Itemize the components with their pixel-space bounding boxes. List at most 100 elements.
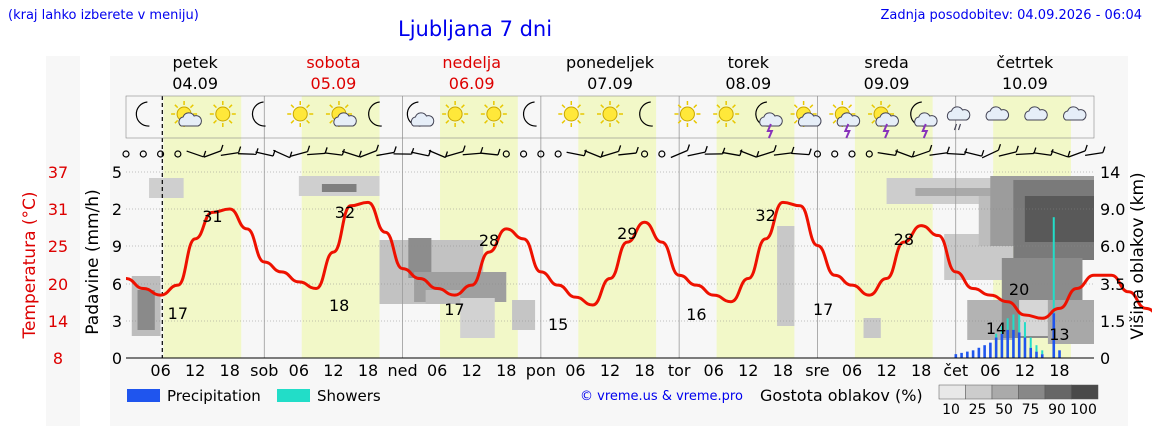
location-hint[interactable]: (kraj lahko izberete v meniju) [8, 8, 199, 23]
wind-calm [537, 150, 545, 158]
sun-ray [189, 104, 194, 109]
wind-barb-flag [894, 149, 899, 156]
moon-storm-icon [910, 101, 938, 139]
temperature-tick: 25 [48, 237, 68, 256]
temperature-label: 17 [813, 300, 833, 319]
precipitation-bar [983, 345, 986, 358]
cloud-shape [985, 106, 1010, 121]
day-date: 09.09 [864, 74, 910, 93]
precipitation-bar [966, 351, 969, 358]
sun-ray [484, 104, 489, 109]
sun-ray [460, 104, 465, 109]
wind-barb-flag [739, 149, 743, 156]
x-tick-label: 18 [496, 361, 516, 380]
wind-calm [519, 150, 528, 158]
wind-barb [601, 150, 619, 158]
sun-icon [674, 101, 701, 127]
sun-disc [602, 106, 618, 122]
wind-calm [848, 150, 856, 158]
sun-ray [600, 104, 605, 109]
wind-barb-flag [929, 144, 933, 152]
cloud-shape [759, 112, 783, 127]
precipitation-bar [1000, 333, 1004, 358]
wind-barb-flag [1102, 146, 1106, 153]
sun-ray [499, 104, 504, 109]
wind-barb [877, 151, 896, 157]
sun-ray [693, 104, 698, 109]
sun-disc [292, 106, 308, 122]
wind-barb [687, 151, 706, 157]
sun-ray [848, 104, 853, 109]
wind-barb-flag [410, 147, 415, 155]
cloud-scale-label: 25 [969, 402, 987, 418]
wind-barb [895, 150, 913, 158]
wind-barb [341, 150, 360, 158]
sun-ray [228, 119, 233, 124]
rain-drop [957, 123, 962, 131]
wind-barb [998, 151, 1017, 157]
wind-barb-flag [964, 148, 968, 155]
sun-ray [677, 119, 682, 124]
wind-barb [566, 151, 585, 157]
sun-ray [344, 104, 349, 109]
precipitation-bar [977, 347, 981, 358]
x-tick-label: 18 [634, 361, 654, 380]
sun-ray [615, 104, 620, 109]
copyright-link[interactable]: © vreme.us & vreme.pro [580, 389, 743, 404]
temperature-label: 16 [686, 305, 706, 324]
wind-barb-flag [1084, 144, 1088, 152]
sun-disc [679, 106, 695, 122]
sun-ray [174, 104, 179, 109]
cloud-scale-swatch [965, 384, 993, 400]
sun-cloud-icon [171, 101, 202, 127]
sun-disc [447, 106, 463, 122]
wind-barb [618, 152, 637, 156]
moon-icon [251, 101, 266, 127]
day-name: ponedeljek [566, 53, 655, 72]
sun-ray [577, 119, 582, 124]
day-name: četrtek [996, 53, 1054, 72]
precipitation-tick: 3 [112, 312, 122, 331]
wind-barb [670, 149, 688, 159]
sun-ray [809, 104, 814, 109]
temperature-label: 32 [755, 206, 775, 225]
sun-ray [213, 119, 217, 124]
wind-barb-flag [220, 144, 224, 152]
wind-barb-flag [1015, 145, 1019, 153]
showers-bar [1018, 314, 1021, 333]
temperature-tick: 8 [53, 349, 63, 368]
cloud-scale-swatch [938, 384, 966, 400]
wind-barb [307, 152, 326, 156]
temperature-labels: 17 31 18 32 17 28 15 29 16 32 17 28 14 20 13 [168, 203, 1070, 344]
wind-barb-flag [358, 150, 362, 157]
cloud-density-title: Gostota oblakov (%) [760, 386, 923, 405]
wind-barb [428, 149, 446, 159]
wind-barb [359, 150, 377, 158]
precipitation-bar [960, 352, 963, 358]
wind-calm [831, 150, 839, 158]
day-date: 08.09 [725, 74, 771, 93]
wind-barb-flag [393, 146, 397, 153]
sun-ray [577, 104, 582, 109]
cloud-scale-swatch [1018, 384, 1046, 400]
sun-storm-icon [829, 101, 861, 139]
cloud-scale-label: 90 [1048, 402, 1066, 418]
wind-barb-flag [704, 145, 708, 153]
precipitation-bars [954, 217, 1061, 358]
temperature-label: 28 [479, 231, 499, 250]
cloud-shape [333, 112, 357, 127]
wind-barb [1085, 151, 1103, 157]
sun-ray [615, 119, 620, 124]
cloud-scale-swatch [991, 384, 1019, 400]
wind-barb-flag [497, 148, 501, 156]
moon-icon [522, 101, 537, 127]
day-date: 06.09 [449, 74, 495, 93]
wind-calm [122, 150, 130, 158]
x-tick-label: sre [805, 361, 829, 380]
precipitation-bar [1023, 337, 1027, 358]
x-tick-label: 06 [150, 361, 170, 380]
wind-barb [186, 150, 204, 158]
cloud-icon [1024, 106, 1048, 121]
precipitation-bar [1052, 313, 1056, 358]
x-tick-label: 12 [876, 361, 896, 380]
